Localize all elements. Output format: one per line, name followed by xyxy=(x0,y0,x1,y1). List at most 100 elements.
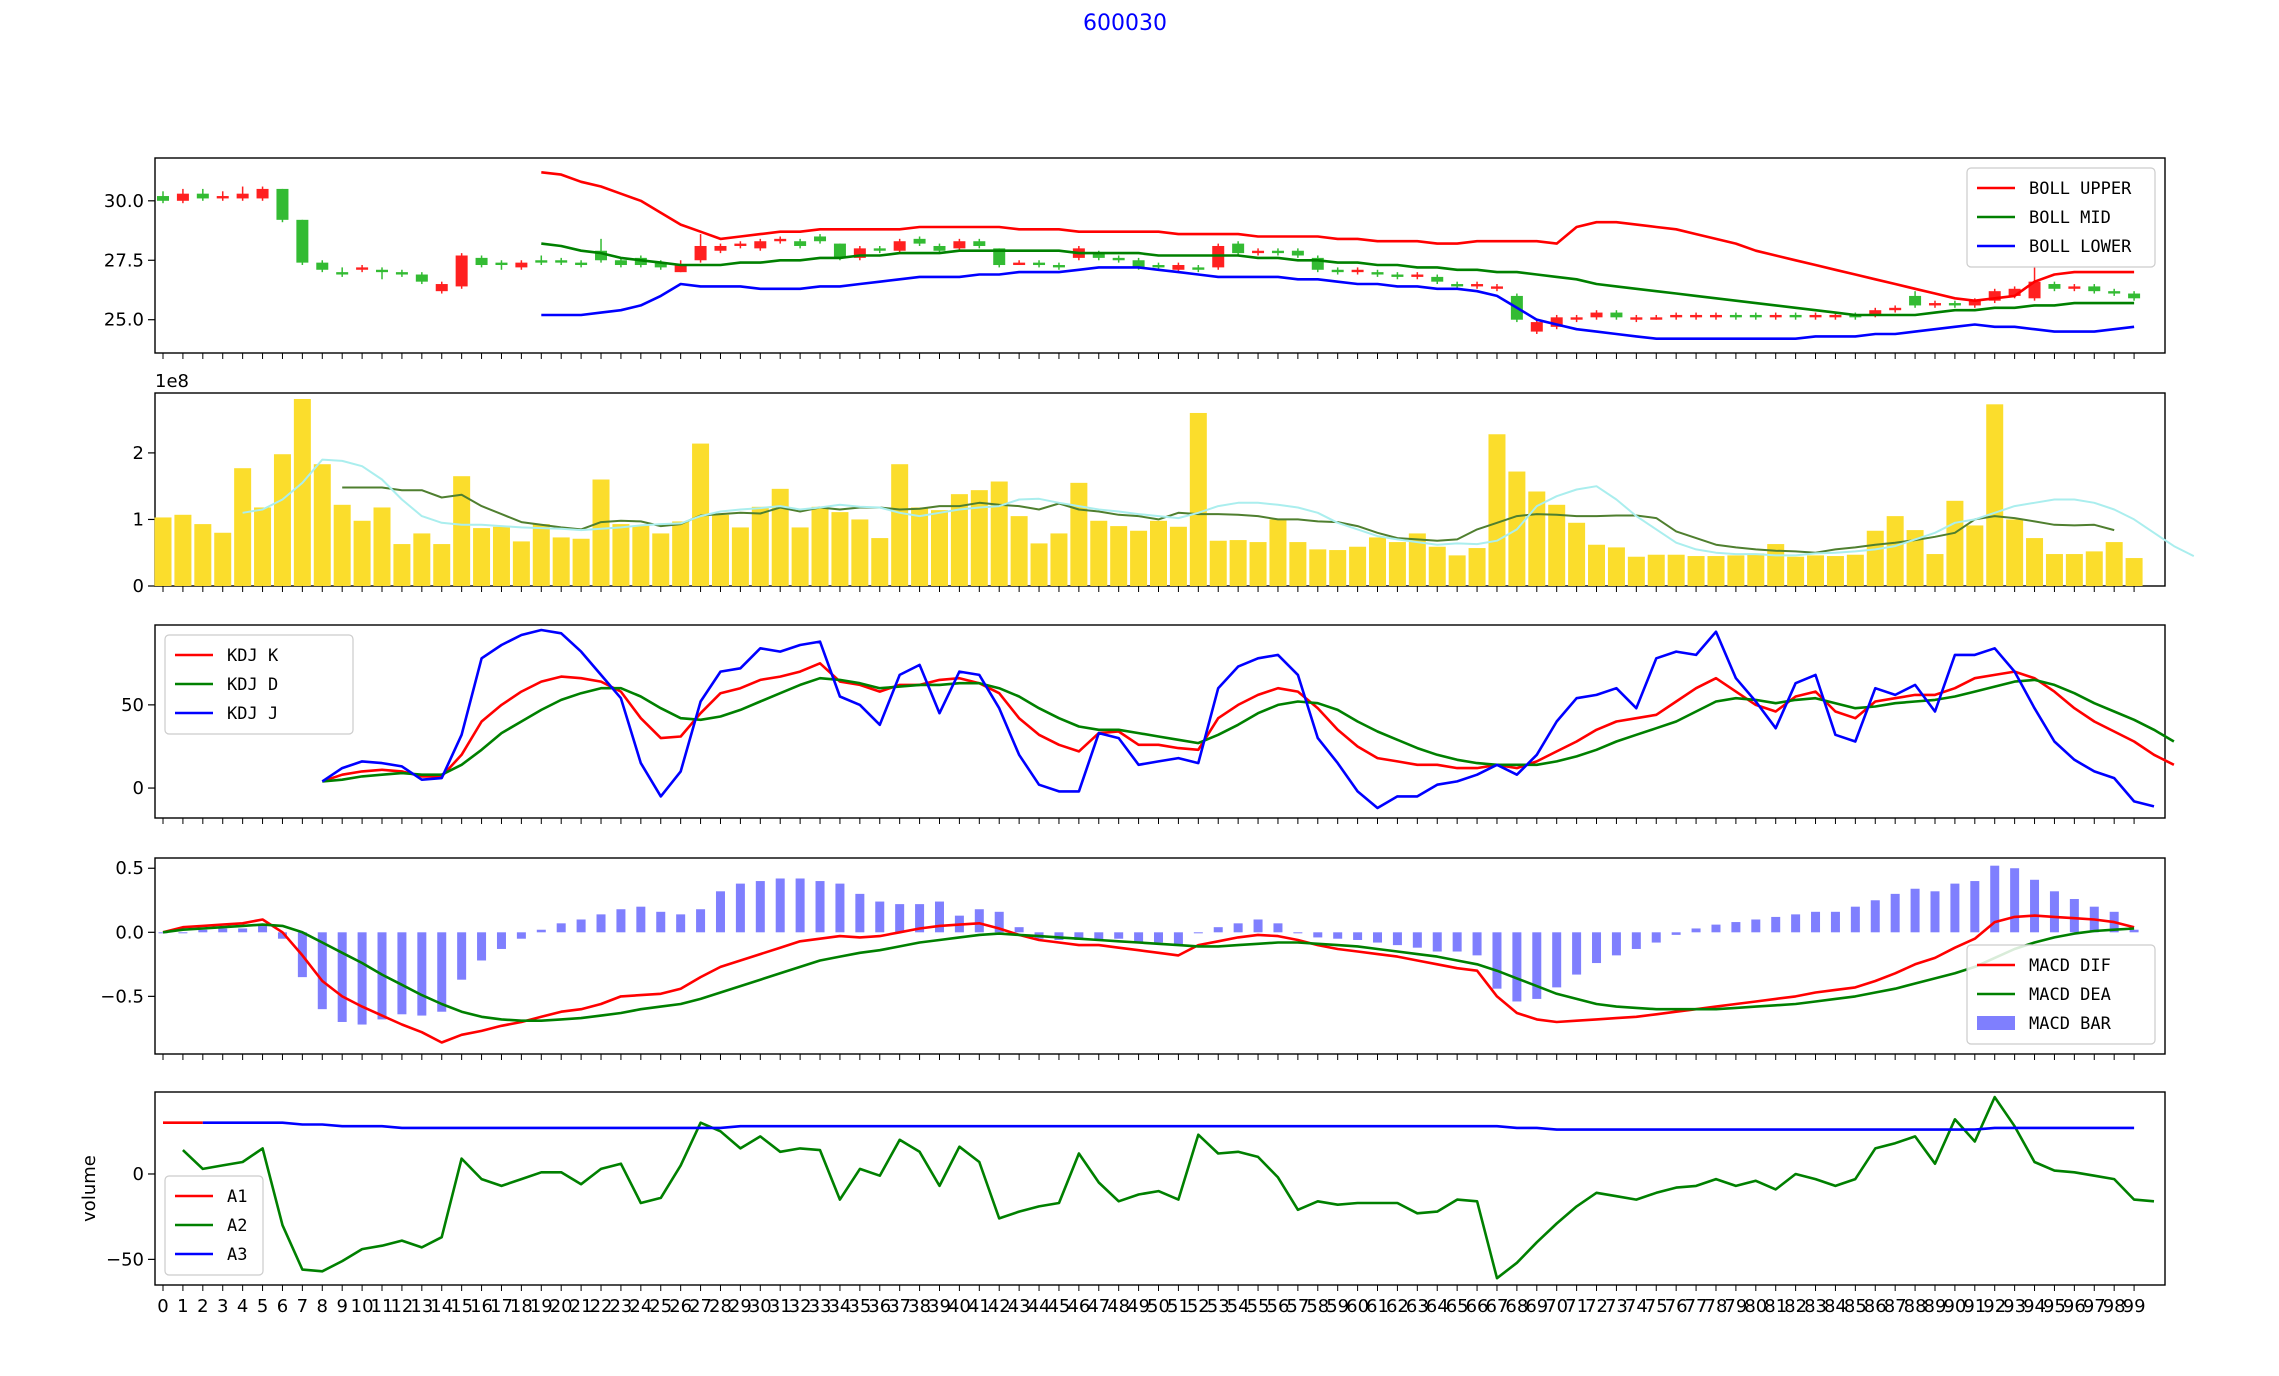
candle-body xyxy=(1909,295,1922,306)
y-tick-label: −0.5 xyxy=(100,986,144,1007)
x-tick-label: 29 xyxy=(729,1296,752,1317)
volume-bar xyxy=(273,454,291,586)
volume-bar xyxy=(1189,412,1207,586)
volume-bar xyxy=(214,532,232,586)
x-tick-label: 20 xyxy=(550,1296,573,1317)
candle-body xyxy=(694,245,707,261)
candle-body xyxy=(455,255,468,287)
volume-bar xyxy=(1070,482,1088,586)
candle-body xyxy=(1132,260,1145,268)
volume-bar xyxy=(1787,556,1805,586)
macd-bar xyxy=(1890,893,1900,933)
volume-bar xyxy=(1169,526,1187,586)
macd-bar xyxy=(1333,932,1343,939)
candle-body xyxy=(1869,310,1882,315)
candle-body xyxy=(873,248,886,251)
x-tick-label: 45 xyxy=(1047,1296,1070,1317)
candle-body xyxy=(1809,314,1822,318)
chart-a-lines: −50 0 volume A1 A2 A3 xyxy=(79,1091,2166,1291)
macd-bar xyxy=(2069,898,2079,933)
candle-body xyxy=(1550,317,1563,327)
x-tick-label: 61 xyxy=(1366,1296,1389,1317)
macd-bar xyxy=(1154,932,1163,943)
series-line xyxy=(182,1095,2155,1280)
x-tick-label: 65 xyxy=(1446,1296,1469,1317)
x-tick-label: 7 xyxy=(297,1296,308,1317)
candle-body xyxy=(814,236,827,242)
plot-area xyxy=(321,628,2175,810)
x-tick-label: 13 xyxy=(410,1296,433,1317)
x-tick-label: 64 xyxy=(1426,1296,1449,1317)
x-tick-label: 94 xyxy=(2023,1296,2046,1317)
candle-body xyxy=(794,241,807,246)
volume-bar xyxy=(532,524,550,586)
x-tick-label: 89 xyxy=(1924,1296,1947,1317)
candle-body xyxy=(1013,262,1026,266)
volume-bar xyxy=(1846,554,1864,586)
candle-body xyxy=(1232,243,1245,254)
plot-frame xyxy=(154,857,2166,1055)
macd-bar xyxy=(317,932,327,1010)
y-tick-label: 0 xyxy=(133,576,144,597)
candle-body xyxy=(415,274,428,282)
legend-frame xyxy=(164,634,354,735)
chart-price: 25.0 27.5 30.0 BOLL UPPER BOLL MID BOLL LOWER xyxy=(104,157,2166,359)
x-tick-label: 51 xyxy=(1167,1296,1190,1317)
x-tick-label: 41 xyxy=(968,1296,991,1317)
x-tick-label: 34 xyxy=(828,1296,851,1317)
macd-bar xyxy=(1313,932,1323,938)
candle-body xyxy=(1948,303,1961,306)
volume-bar xyxy=(950,494,968,586)
series-line xyxy=(541,171,2135,303)
x-tick-label: 76 xyxy=(1665,1296,1688,1317)
volume-bar xyxy=(1349,546,1367,586)
macd-bar xyxy=(1731,922,1741,933)
x-tick-label: 12 xyxy=(390,1296,413,1317)
chart-kdj: 0 50 KDJ K KDJ D KDJ J xyxy=(121,624,2175,824)
legend: KDJ K KDJ D KDJ J xyxy=(164,634,354,735)
legend-label: KDJ K xyxy=(227,646,279,666)
candle-body xyxy=(376,269,389,273)
series-line xyxy=(242,458,2195,557)
macd-bar xyxy=(1114,932,1124,939)
x-tick-label: 93 xyxy=(2003,1296,2026,1317)
x-tick-label: 48 xyxy=(1107,1296,1130,1317)
macd-bar xyxy=(1950,883,1960,933)
volume-bar xyxy=(990,481,1008,586)
volume-bar xyxy=(1687,556,1705,586)
macd-bar xyxy=(1691,928,1701,933)
candle-body xyxy=(734,243,747,246)
x-tick-label: 38 xyxy=(908,1296,931,1317)
x-tick-label: 78 xyxy=(1705,1296,1728,1317)
legend-label: BOLL UPPER xyxy=(2029,179,2132,199)
volume-bar xyxy=(1110,526,1128,586)
candle-body xyxy=(1152,265,1165,268)
candle-body xyxy=(614,260,627,266)
candle-body xyxy=(176,193,189,201)
macd-bar xyxy=(516,932,526,939)
volume-bar xyxy=(1329,550,1347,586)
macd-bar xyxy=(238,928,248,933)
candle-body xyxy=(674,265,687,273)
plot-area xyxy=(157,171,2141,341)
x-tick-label: 73 xyxy=(1605,1296,1628,1317)
candle-body xyxy=(1889,307,1902,311)
x-tick-label: 69 xyxy=(1525,1296,1548,1317)
volume-bar xyxy=(353,520,371,586)
series-line xyxy=(541,242,2135,317)
candle-body xyxy=(1829,314,1842,318)
macd-bar xyxy=(536,929,546,933)
macd-bar xyxy=(1094,932,1104,940)
legend: BOLL UPPER BOLL MID BOLL LOWER xyxy=(1966,167,2156,268)
x-tick-label: 67 xyxy=(1486,1296,1509,1317)
candle-body xyxy=(1112,257,1125,261)
x-tick-label: 37 xyxy=(888,1296,911,1317)
axis-offset-label: 1e8 xyxy=(155,371,189,392)
macd-bar xyxy=(1532,932,1542,999)
macd-bar xyxy=(1253,919,1263,933)
macd-bar xyxy=(1432,932,1442,952)
macd-bar xyxy=(815,881,825,933)
candle-body xyxy=(973,241,986,246)
legend-frame xyxy=(164,1175,264,1276)
volume-bar xyxy=(1607,547,1625,586)
